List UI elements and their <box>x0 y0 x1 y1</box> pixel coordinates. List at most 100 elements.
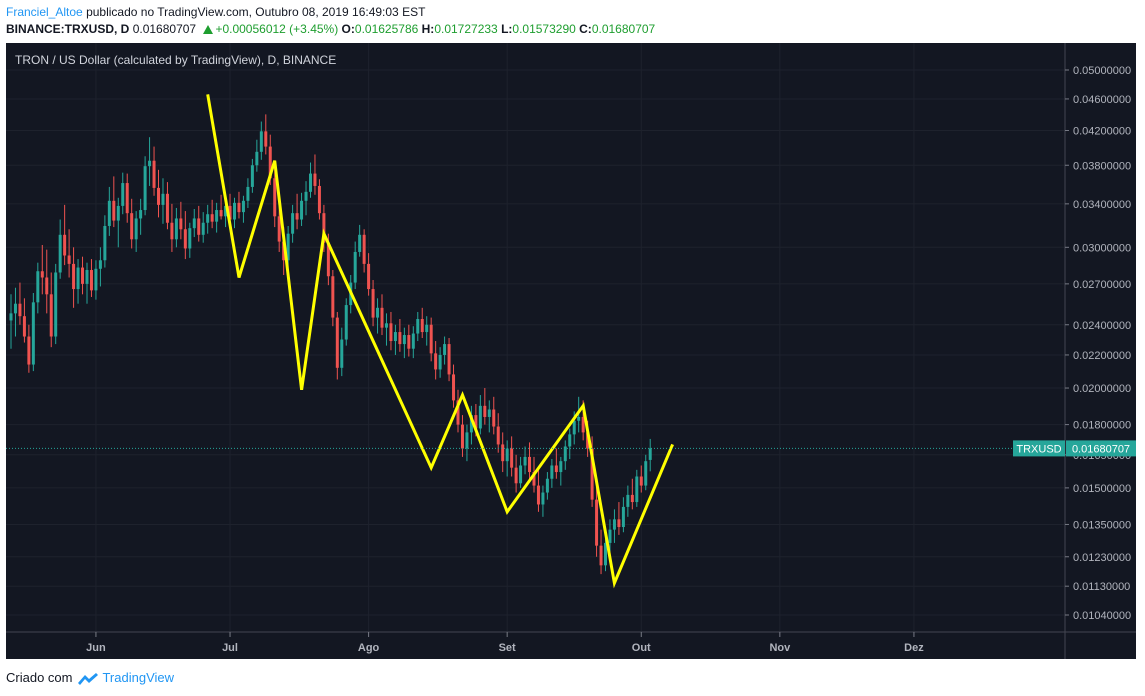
candle-body <box>505 448 509 462</box>
candle <box>492 396 496 435</box>
candle <box>264 114 268 155</box>
candle-body <box>112 200 116 221</box>
candle <box>554 448 558 479</box>
candle <box>317 179 321 220</box>
price-tick-label: 0.01350000 <box>1073 519 1131 531</box>
candle <box>45 249 49 314</box>
candle-body <box>398 332 402 345</box>
candle-body <box>116 205 120 221</box>
candle-body <box>581 416 585 433</box>
candle <box>621 497 625 533</box>
last-price-marker: TRXUSD 0.01680707 <box>6 440 1136 457</box>
candle-body <box>18 303 22 317</box>
candle <box>407 324 411 357</box>
candle-body <box>76 267 80 290</box>
candle <box>250 158 254 193</box>
candle <box>434 341 438 380</box>
candle-body <box>358 234 362 252</box>
author-link[interactable]: Franciel_Altoe <box>6 5 83 19</box>
price-tick-label: 0.03000000 <box>1073 242 1131 254</box>
candle-body <box>331 276 335 318</box>
candle-body <box>420 319 424 333</box>
candle-body <box>362 234 366 264</box>
open-value: 0.01625786 <box>354 22 419 36</box>
candle <box>313 154 317 195</box>
candle-body <box>49 294 53 337</box>
candle <box>188 222 192 258</box>
candle <box>496 413 500 453</box>
candle <box>420 307 424 339</box>
candle <box>550 459 554 488</box>
candle-body <box>179 218 183 230</box>
price-axis[interactable]: 0.05000000 0.04600000 0.04200000 0.03800000… <box>1065 65 1131 622</box>
candle <box>599 529 603 575</box>
candle <box>219 194 223 220</box>
candle <box>630 478 634 510</box>
candle-body <box>170 222 174 240</box>
candle <box>353 241 357 290</box>
zigzag-line <box>206 94 674 589</box>
candle <box>170 203 174 252</box>
candle-body <box>621 506 625 528</box>
candle-body <box>286 233 290 261</box>
candle-body <box>545 478 549 493</box>
candle <box>161 178 165 224</box>
low-label: L: <box>501 22 513 36</box>
candle-body <box>98 260 102 269</box>
candle <box>367 253 371 296</box>
price-tick-label: 0.03800000 <box>1073 160 1131 172</box>
candle-body <box>13 303 17 314</box>
candle-body <box>259 131 263 152</box>
candle-body <box>174 218 178 240</box>
last-price: 0.01680707 <box>132 22 197 36</box>
candle <box>130 198 134 249</box>
time-axis[interactable]: Jun Jul Ago Set Out Nov Dez <box>86 632 924 654</box>
candle <box>233 197 236 229</box>
candle-body <box>595 499 599 546</box>
candle <box>9 294 13 349</box>
candle <box>152 146 156 196</box>
candle-body <box>107 200 111 226</box>
candle <box>344 298 348 346</box>
tradingview-brand: TradingView <box>102 670 175 685</box>
candle-body <box>407 335 411 349</box>
candle-body <box>353 251 357 283</box>
candle <box>241 195 245 223</box>
candle <box>36 262 40 314</box>
candle <box>380 294 384 336</box>
candle <box>67 229 71 278</box>
price-tick-label: 0.01500000 <box>1073 483 1131 495</box>
candle-body <box>465 432 469 449</box>
candle-body <box>224 205 228 217</box>
candlestick-chart[interactable]: 0.05000000 0.04600000 0.04200000 0.03800000… <box>6 43 1136 659</box>
candle-body <box>9 313 13 321</box>
price-tick-label: 0.02200000 <box>1073 350 1131 362</box>
candle <box>335 311 339 380</box>
candle <box>165 182 169 230</box>
candle-body <box>617 519 621 528</box>
chart-panel[interactable]: 0.05000000 0.04600000 0.04200000 0.03800000… <box>6 43 1136 659</box>
candle-body <box>483 405 487 417</box>
candle-body <box>215 210 219 222</box>
candle <box>85 262 89 304</box>
candle <box>98 247 102 287</box>
price-tick-label: 0.04200000 <box>1073 126 1131 138</box>
symbol-badge <box>1013 440 1065 457</box>
candle <box>40 244 44 295</box>
up-arrow-icon <box>203 25 214 34</box>
candle <box>72 247 76 308</box>
candle <box>49 272 53 348</box>
grid-lines <box>6 43 1065 632</box>
price-tick-label: 0.05000000 <box>1073 65 1131 77</box>
time-tick-label: Ago <box>358 642 380 654</box>
candle <box>376 298 380 334</box>
candle-body <box>644 461 648 486</box>
candle-body <box>125 183 129 214</box>
candle-body <box>599 545 603 566</box>
candle-body <box>626 494 630 507</box>
candle <box>27 324 31 373</box>
candle-body <box>58 234 62 273</box>
chart-title: TRON / US Dollar (calculated by TradingV… <box>15 53 336 67</box>
tradingview-logo[interactable]: TradingView <box>76 670 174 685</box>
candle-body <box>188 228 192 249</box>
